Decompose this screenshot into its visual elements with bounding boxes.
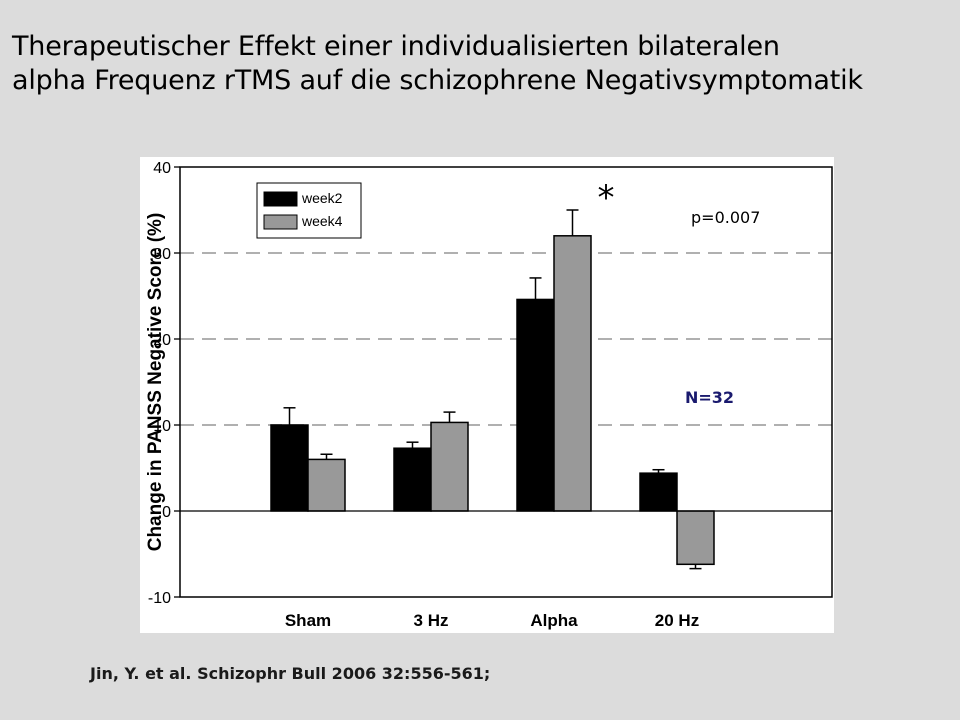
legend-label-week4: week4	[301, 213, 343, 229]
legend-swatch-week2	[263, 191, 298, 207]
citation: Jin, Y. et al. Schizophr Bull 2006 32:55…	[90, 664, 491, 683]
x-tick-label: Sham	[285, 611, 331, 630]
y-tick-label: 10	[153, 418, 171, 435]
p-value-label: p=0.007	[691, 208, 760, 227]
y-tick-label: 40	[153, 160, 171, 177]
y-tick-label: 0	[162, 504, 171, 521]
x-tick-label: 3 Hz	[414, 611, 449, 630]
legend-label-week2: week2	[301, 190, 343, 206]
title-line-2: alpha Frequenz rTMS auf die schizophrene…	[12, 65, 863, 96]
bar-week2-sham	[270, 424, 309, 512]
slide-title: Therapeutischer Effekt einer individuali…	[12, 30, 952, 98]
legend: week2 week4	[256, 182, 362, 239]
x-tick-label: 20 Hz	[655, 611, 699, 630]
bar-week4-20-hz	[676, 510, 715, 566]
n-label: N=32	[685, 388, 734, 407]
legend-swatch-week4	[263, 214, 298, 230]
y-tick-label: 20	[153, 332, 171, 349]
x-tick-label: Alpha	[530, 611, 578, 630]
plot-frame	[179, 166, 833, 598]
bar-chart: -10 0 10 20 30 40 Sham 3 Hz Alpha 20 Hz Change i…	[140, 157, 834, 633]
y-axis-label: Change in PANSS Negative Score (%)	[145, 213, 166, 552]
bar-week2-20-hz	[639, 472, 678, 512]
title-line-1: Therapeutischer Effekt einer individuali…	[12, 31, 780, 62]
bar-week2-3-hz	[393, 447, 432, 512]
bar-week4-3-hz	[430, 421, 469, 512]
significance-asterisk: *	[598, 178, 615, 218]
bar-week4-alpha	[553, 235, 592, 512]
chart-svg: -10 0 10 20 30 40 Sham 3 Hz Alpha 20 Hz Change i…	[145, 160, 833, 630]
y-tick-label: 30	[153, 246, 171, 263]
bar-week2-alpha	[516, 298, 555, 512]
bar-week4-sham	[307, 458, 346, 512]
y-tick-label: -10	[148, 590, 171, 607]
